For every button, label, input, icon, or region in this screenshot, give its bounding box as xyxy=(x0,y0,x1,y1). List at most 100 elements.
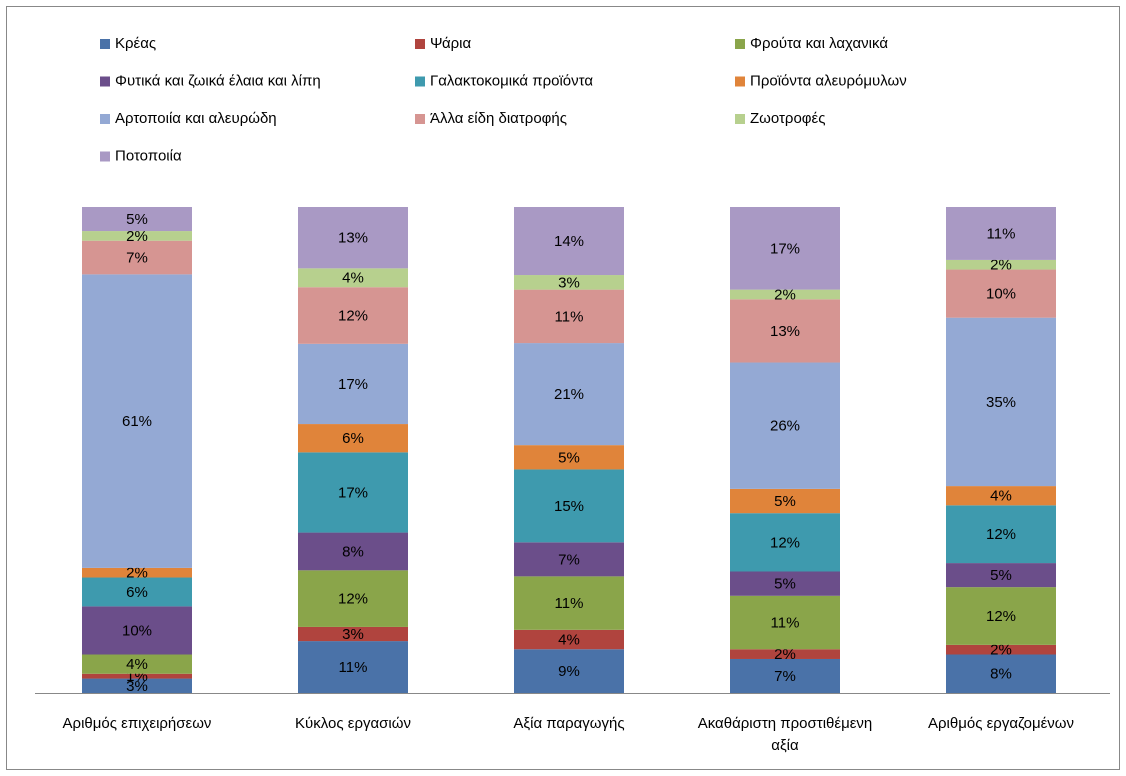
data-label: 10% xyxy=(122,622,152,639)
x-tick-label: Αριθμός επιχειρήσεων xyxy=(62,715,212,732)
legend-label: Ζωοτροφές xyxy=(750,110,825,127)
bar-segment xyxy=(946,317,1056,487)
data-label: 35% xyxy=(986,394,1016,411)
bar-segment xyxy=(298,268,408,288)
bar-segment xyxy=(514,649,624,693)
legend-swatch xyxy=(735,76,745,87)
bar-segment xyxy=(946,587,1056,645)
legend-swatch xyxy=(735,39,745,49)
bar-segment xyxy=(514,275,624,290)
bar-segment xyxy=(82,207,192,232)
data-label: 4% xyxy=(126,656,148,673)
data-label: 5% xyxy=(774,493,796,510)
bar-segment xyxy=(82,274,192,568)
bar-segment xyxy=(946,563,1056,588)
data-label: 14% xyxy=(554,233,584,250)
data-label: 2% xyxy=(126,565,148,582)
legend-label: Ποτοποιία xyxy=(115,147,182,164)
data-label: 3% xyxy=(126,678,148,695)
x-tick-label: Ακαθάριστη προστιθέμενη αξία xyxy=(697,715,873,754)
data-label: 10% xyxy=(986,286,1016,303)
data-label: 12% xyxy=(770,534,800,551)
bar-segment xyxy=(730,488,840,514)
bar-segment xyxy=(82,567,192,578)
bar-segment xyxy=(730,649,840,659)
data-label: 21% xyxy=(554,386,584,403)
legend-label: Ψάρια xyxy=(430,35,471,52)
legend-swatch xyxy=(415,114,425,124)
data-label: 12% xyxy=(986,526,1016,543)
bar-segment xyxy=(82,678,192,693)
bar-segment xyxy=(514,343,624,446)
bar-segment xyxy=(730,571,840,596)
data-label: 2% xyxy=(774,286,796,303)
legend-swatch xyxy=(415,76,425,87)
legend-label: Κρέας xyxy=(115,35,156,52)
bar-segment xyxy=(82,673,192,679)
bar-segment xyxy=(298,207,408,269)
bar-segment xyxy=(82,231,192,241)
legend-swatch xyxy=(100,76,110,87)
frame xyxy=(6,6,1120,770)
data-label: 15% xyxy=(554,498,584,515)
legend-label: Φρούτα και λαχανικά xyxy=(750,35,888,52)
data-label: 17% xyxy=(338,484,368,501)
data-label: 12% xyxy=(338,307,368,324)
bar-segment xyxy=(730,362,840,489)
data-label: 4% xyxy=(990,488,1012,505)
data-label: 4% xyxy=(558,632,580,649)
bar-segment xyxy=(730,207,840,290)
data-label: 13% xyxy=(338,230,368,247)
bar-segment xyxy=(730,513,840,572)
legend-label: Προϊόντα αλευρόμυλων xyxy=(750,72,907,89)
legend-swatch xyxy=(100,39,110,49)
legend-swatch xyxy=(100,151,110,162)
bar-segment xyxy=(298,424,408,453)
data-label: 13% xyxy=(770,323,800,340)
bar-segment xyxy=(730,299,840,363)
bar-segment xyxy=(82,606,192,655)
data-label: 9% xyxy=(558,663,580,680)
data-label: 11% xyxy=(555,595,584,612)
data-label: 3% xyxy=(558,274,580,291)
x-tick-label: Κύκλος εργασιών xyxy=(295,715,411,732)
data-label: 12% xyxy=(338,591,368,608)
legend-label: Γαλακτοκομικά προϊόντα xyxy=(430,72,593,89)
bar-segment xyxy=(946,486,1056,506)
data-label: 7% xyxy=(558,551,580,568)
x-tick-label: Αξία παραγωγής xyxy=(513,715,625,732)
bar-segment xyxy=(298,287,408,344)
data-label: 5% xyxy=(558,449,580,466)
bar-segment xyxy=(514,542,624,577)
data-label: 2% xyxy=(990,257,1012,274)
bar-segment xyxy=(946,269,1056,318)
legend-swatch xyxy=(100,114,110,124)
legend-label: Άλλα είδη διατροφής xyxy=(430,110,567,127)
data-label: 11% xyxy=(339,659,368,676)
bar-segment xyxy=(946,259,1056,270)
bar-segment xyxy=(946,644,1056,655)
data-label: 11% xyxy=(771,614,800,631)
data-label: 5% xyxy=(990,567,1012,584)
bar-segment xyxy=(298,626,408,642)
bar-segment xyxy=(514,445,624,470)
data-label: 61% xyxy=(122,413,152,430)
bar-segment xyxy=(298,532,408,571)
bar-segment xyxy=(730,658,840,693)
data-label: 11% xyxy=(987,225,1016,242)
data-label: 2% xyxy=(990,642,1012,659)
bar-segment xyxy=(82,577,192,607)
bar-segment xyxy=(82,240,192,275)
data-label: 6% xyxy=(126,584,148,601)
data-label: 8% xyxy=(990,666,1012,683)
data-label: 2% xyxy=(774,646,796,663)
data-label: 3% xyxy=(342,626,364,643)
bar-segment xyxy=(730,595,840,650)
legend-label: Φυτικά και ζωικά έλαια και λίπη xyxy=(115,72,321,89)
data-label: 17% xyxy=(770,240,800,257)
data-label: 5% xyxy=(774,576,796,593)
data-label: 12% xyxy=(986,608,1016,625)
bar-segment xyxy=(298,343,408,425)
